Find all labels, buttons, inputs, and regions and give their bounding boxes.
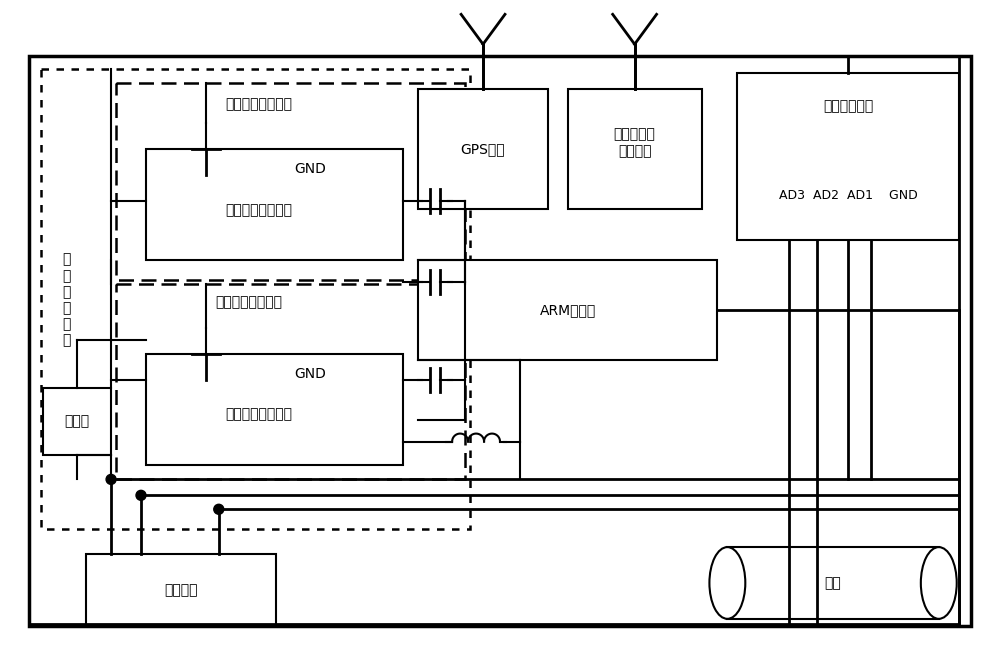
Text: GND: GND <box>295 367 326 381</box>
Text: 交流电流采集芯片: 交流电流采集芯片 <box>225 203 292 217</box>
Bar <box>29 56 971 626</box>
Text: GPS单元: GPS单元 <box>461 142 505 156</box>
Text: 直流电流采集单元: 直流电流采集单元 <box>215 295 282 309</box>
Bar <box>418 260 717 360</box>
Text: AD3  AD2  AD1    GND: AD3 AD2 AD1 GND <box>779 189 917 202</box>
Bar <box>86 554 276 626</box>
Text: 直流电流采集芯片: 直流电流采集芯片 <box>225 407 292 421</box>
Text: 计划探头: 计划探头 <box>164 583 198 597</box>
Text: 继电器: 继电器 <box>65 415 90 429</box>
Text: 电
流
检
测
单
元: 电 流 检 测 单 元 <box>62 253 70 348</box>
Ellipse shape <box>709 547 745 619</box>
Circle shape <box>106 474 116 484</box>
Bar <box>418 89 548 209</box>
Bar <box>737 73 959 240</box>
Bar <box>116 83 465 280</box>
Bar <box>43 388 111 456</box>
Bar <box>568 89 702 209</box>
Ellipse shape <box>921 547 957 619</box>
Text: 管道: 管道 <box>825 576 841 590</box>
Text: 近距离无线
传输单元: 近距离无线 传输单元 <box>614 128 656 158</box>
Bar <box>146 354 403 466</box>
Text: ARM处理器: ARM处理器 <box>540 303 596 317</box>
Circle shape <box>136 490 146 500</box>
Text: GND: GND <box>295 162 326 176</box>
Text: 交流电流采集单元: 交流电流采集单元 <box>225 97 292 111</box>
Bar <box>41 69 470 529</box>
Bar <box>146 149 403 260</box>
Bar <box>727 547 939 619</box>
Text: 电压采集模块: 电压采集模块 <box>823 99 873 113</box>
Circle shape <box>214 504 224 514</box>
Bar <box>116 284 465 480</box>
